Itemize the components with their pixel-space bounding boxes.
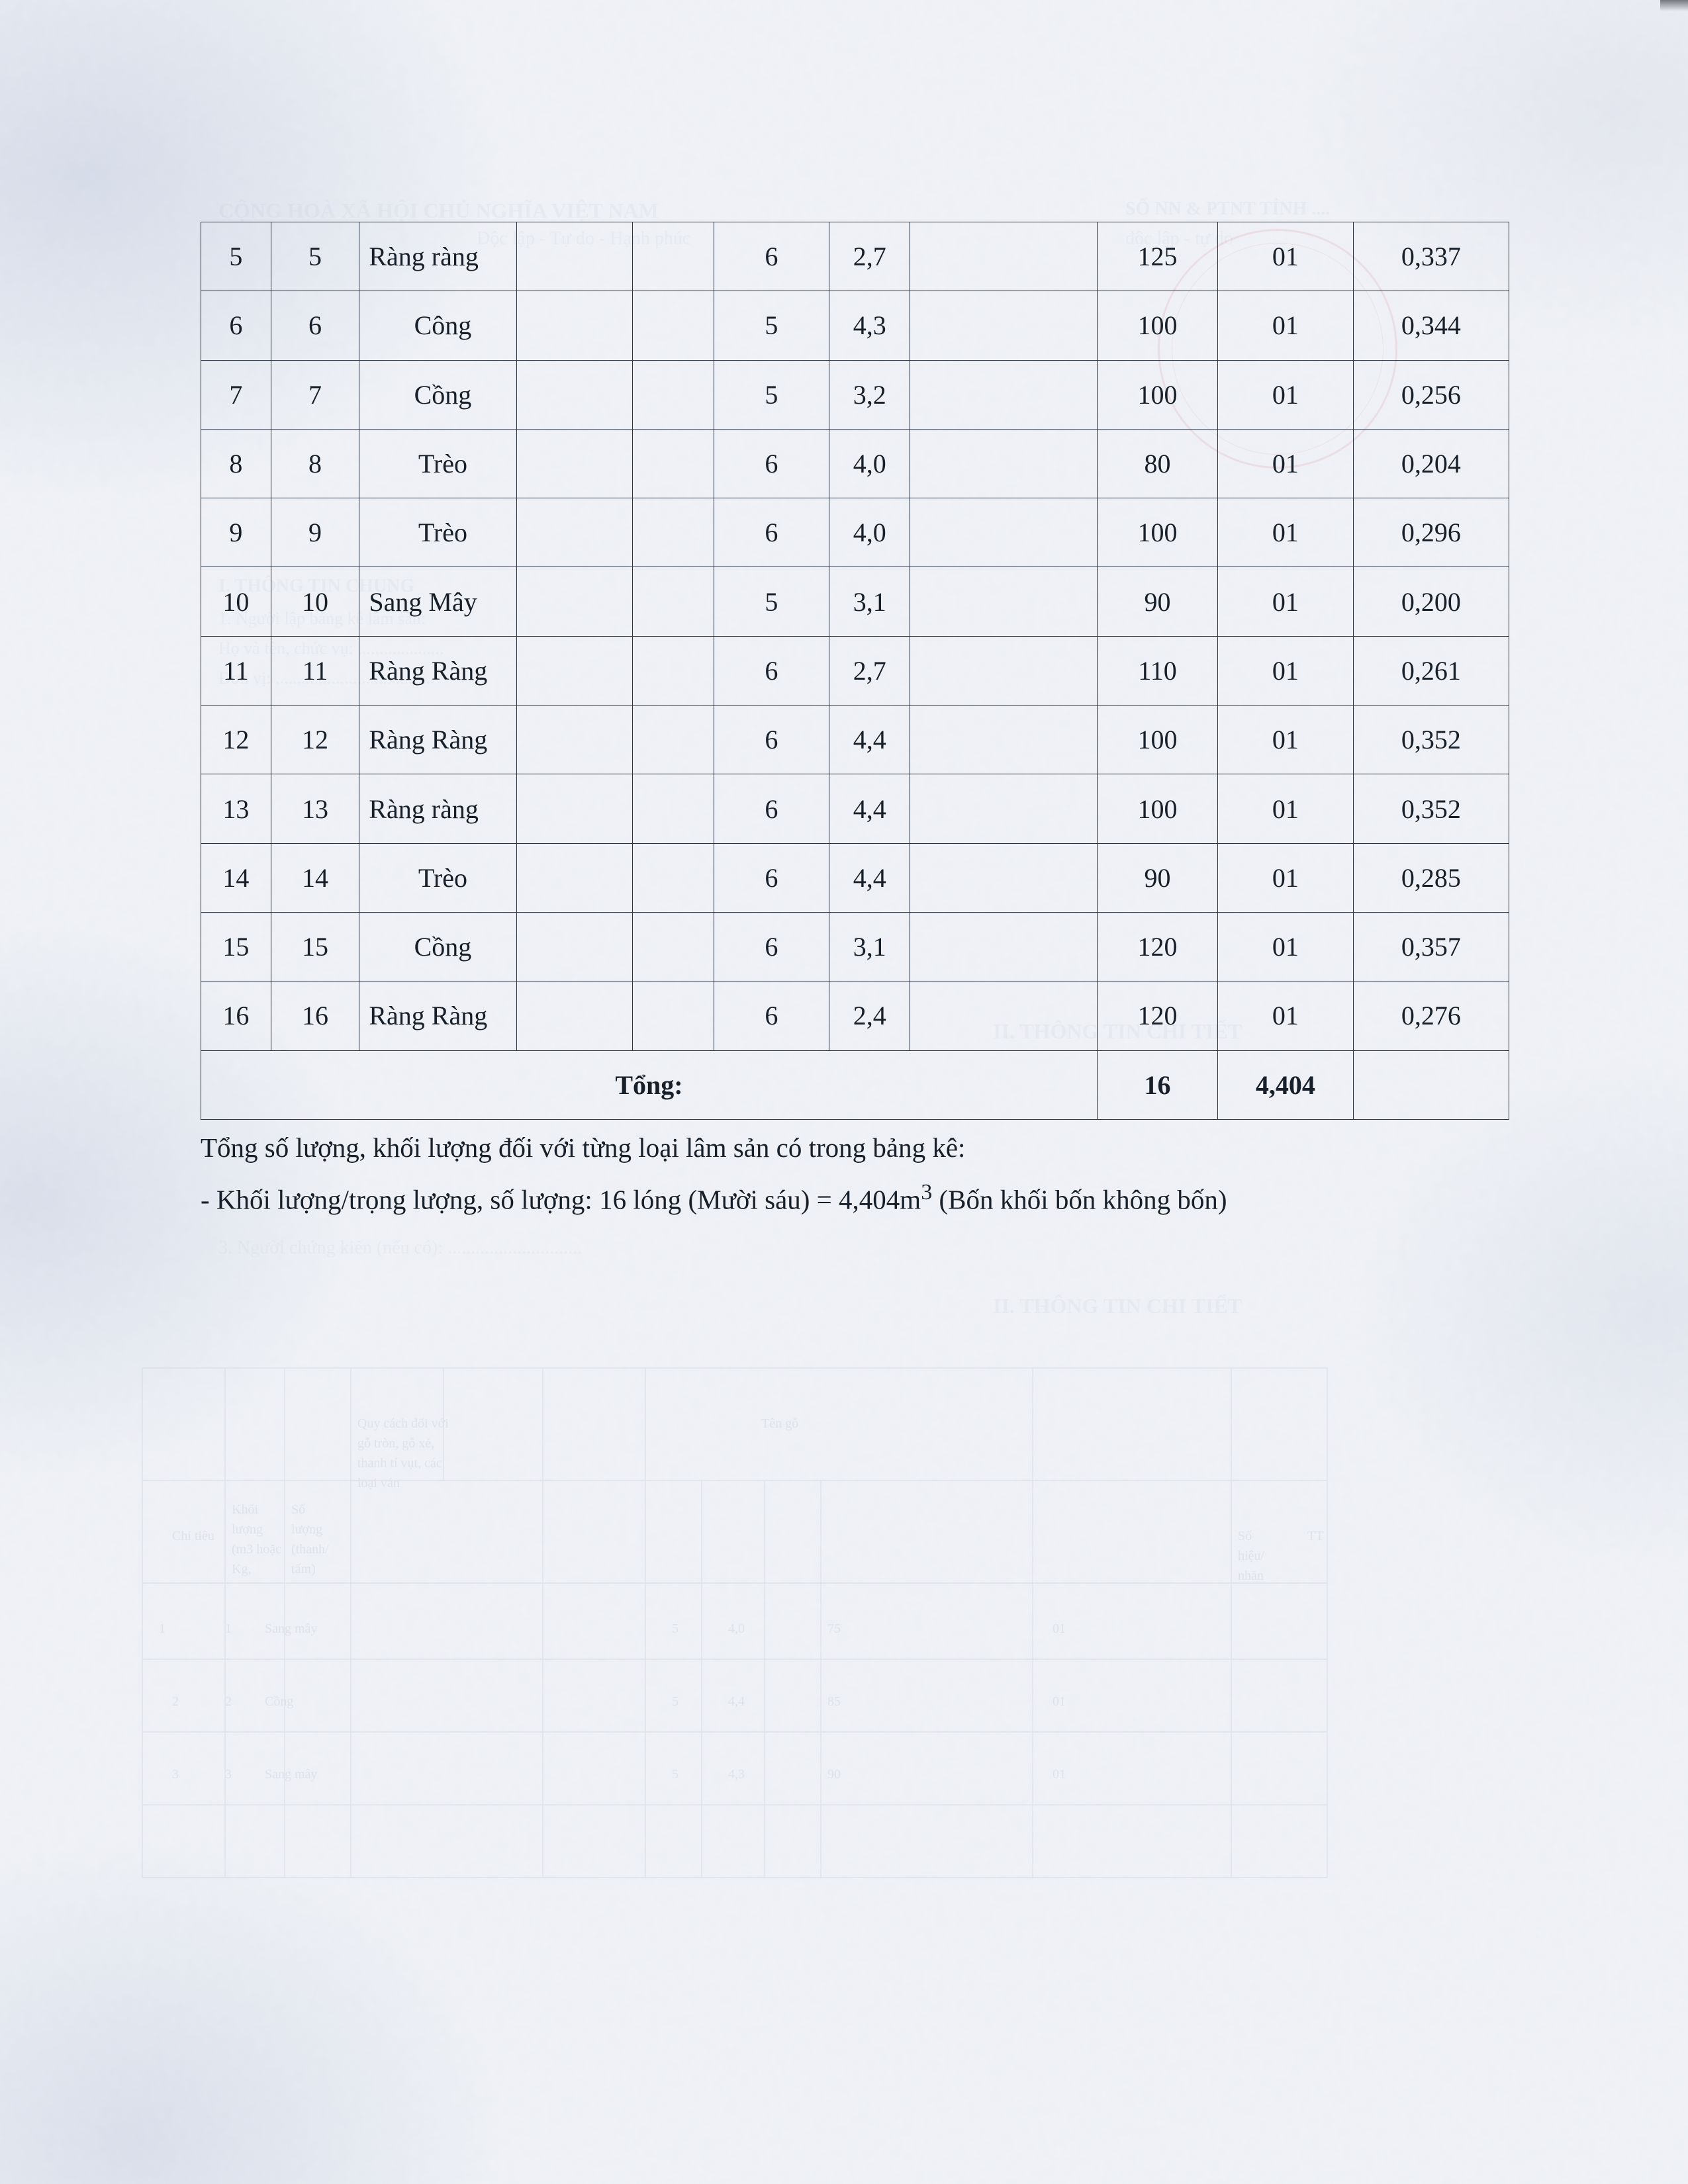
svg-text:lượng: lượng xyxy=(232,1522,263,1537)
svg-text:3: 3 xyxy=(225,1767,232,1782)
svg-text:nhãn: nhãn xyxy=(1238,1569,1264,1583)
svg-text:5: 5 xyxy=(672,1694,679,1709)
svg-text:(m3 hoặc: (m3 hoặc xyxy=(232,1542,281,1557)
svg-text:Khối: Khối xyxy=(232,1502,258,1517)
svg-text:3: 3 xyxy=(172,1767,179,1782)
svg-text:85: 85 xyxy=(827,1694,841,1709)
svg-text:hiệu/: hiệu/ xyxy=(1238,1549,1264,1563)
svg-text:90: 90 xyxy=(827,1767,841,1782)
svg-text:Số: Số xyxy=(291,1502,305,1517)
svg-text:75: 75 xyxy=(827,1621,841,1636)
svg-text:4,3: 4,3 xyxy=(728,1767,745,1782)
svg-text:5: 5 xyxy=(672,1621,679,1636)
svg-text:lượng: lượng xyxy=(291,1522,322,1537)
svg-text:01: 01 xyxy=(1053,1694,1066,1709)
svg-text:Quy cách đối với: Quy cách đối với xyxy=(357,1416,449,1431)
svg-text:Sang mây: Sang mây xyxy=(265,1767,317,1782)
svg-text:Số: Số xyxy=(1238,1529,1252,1543)
svg-text:Chỉ tiêu: Chỉ tiêu xyxy=(172,1529,214,1543)
svg-text:2: 2 xyxy=(225,1694,232,1709)
svg-text:Sang mây: Sang mây xyxy=(265,1621,317,1636)
svg-text:Tên gỗ: Tên gỗ xyxy=(761,1416,798,1431)
svg-text:01: 01 xyxy=(1053,1767,1066,1782)
svg-text:5: 5 xyxy=(672,1767,679,1782)
svg-text:TT: TT xyxy=(1307,1529,1323,1543)
svg-text:01: 01 xyxy=(1053,1621,1066,1636)
svg-text:4,4: 4,4 xyxy=(728,1694,745,1709)
svg-text:4,0: 4,0 xyxy=(728,1621,745,1636)
svg-text:2: 2 xyxy=(172,1694,179,1709)
svg-text:gỗ tròn, gỗ xẻ,: gỗ tròn, gỗ xẻ, xyxy=(357,1436,434,1451)
svg-text:thanh tí vụt, các: thanh tí vụt, các xyxy=(357,1456,442,1471)
svg-text:1: 1 xyxy=(159,1621,165,1636)
svg-text:(thanh/: (thanh/ xyxy=(291,1542,329,1557)
svg-text:tấm): tấm) xyxy=(291,1562,316,1576)
svg-text:Kg,: Kg, xyxy=(232,1562,251,1576)
svg-text:1: 1 xyxy=(225,1621,232,1636)
svg-text:Cồng: Cồng xyxy=(265,1694,293,1709)
svg-text:loại ván: loại ván xyxy=(357,1476,400,1490)
